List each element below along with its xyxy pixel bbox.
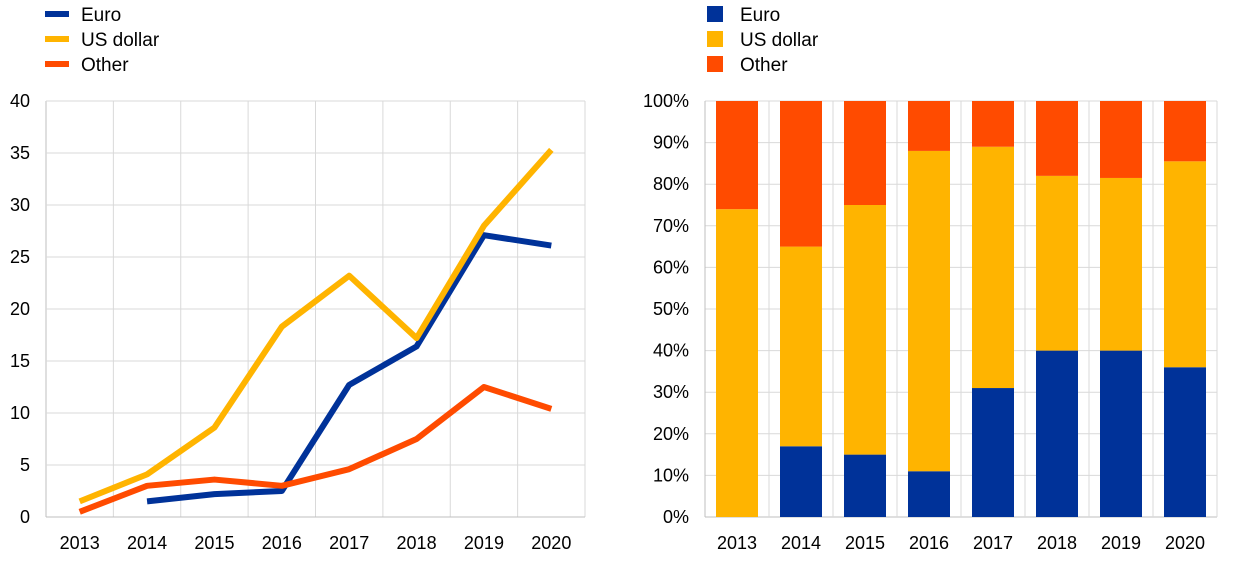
bar-us-dollar bbox=[908, 150, 950, 472]
bar-us-dollar bbox=[1100, 177, 1142, 351]
x-tick-label: 2018 bbox=[1037, 533, 1077, 553]
bar-euro bbox=[1164, 367, 1206, 517]
y-tick-label: 100% bbox=[643, 91, 689, 111]
bar-other bbox=[908, 101, 950, 151]
legend-label: Other bbox=[81, 55, 129, 76]
x-tick-label: 2015 bbox=[194, 533, 234, 553]
bar-other bbox=[972, 101, 1014, 147]
x-tick-label: 2019 bbox=[1101, 533, 1141, 553]
bar-other bbox=[844, 101, 886, 205]
legend-label: US dollar bbox=[81, 30, 160, 51]
bar-us-dollar bbox=[1036, 175, 1078, 351]
bar-us-dollar bbox=[972, 146, 1014, 389]
line-series-euro bbox=[146, 232, 552, 505]
x-tick-label: 2014 bbox=[781, 533, 821, 553]
bar-us-dollar bbox=[1164, 161, 1206, 368]
y-tick-label: 70% bbox=[653, 216, 689, 236]
y-tick-label: 25 bbox=[10, 247, 30, 267]
y-tick-label: 40 bbox=[10, 91, 30, 111]
x-tick-label: 2017 bbox=[329, 533, 369, 553]
line-series-other bbox=[78, 384, 553, 515]
x-tick-label: 2013 bbox=[717, 533, 757, 553]
bar-euro bbox=[844, 454, 886, 517]
bar-euro bbox=[780, 446, 822, 517]
bar-euro bbox=[1036, 350, 1078, 517]
line-series-us-dollar bbox=[78, 147, 554, 505]
legend-label: US dollar bbox=[740, 30, 819, 51]
x-tick-label: 2016 bbox=[262, 533, 302, 553]
x-tick-label: 2015 bbox=[845, 533, 885, 553]
legend-label: Euro bbox=[81, 5, 121, 26]
y-tick-label: 60% bbox=[653, 257, 689, 277]
y-tick-label: 10% bbox=[653, 465, 689, 485]
bar-other bbox=[1164, 101, 1206, 162]
x-tick-label: 2020 bbox=[531, 533, 571, 553]
legend-swatch-other bbox=[707, 56, 723, 72]
y-tick-label: 20 bbox=[10, 299, 30, 319]
x-tick-label: 2017 bbox=[973, 533, 1013, 553]
y-tick-label: 5 bbox=[20, 455, 30, 475]
y-tick-label: 35 bbox=[10, 143, 30, 163]
y-tick-label: 0% bbox=[663, 507, 689, 527]
bar-euro bbox=[908, 471, 950, 517]
x-tick-label: 2018 bbox=[397, 533, 437, 553]
bar-us-dollar bbox=[780, 246, 822, 447]
y-tick-label: 40% bbox=[653, 341, 689, 361]
y-tick-label: 80% bbox=[653, 174, 689, 194]
y-tick-label: 50% bbox=[653, 299, 689, 319]
legend-swatch-us-dollar bbox=[707, 31, 723, 47]
y-tick-label: 30 bbox=[10, 195, 30, 215]
y-tick-label: 15 bbox=[10, 351, 30, 371]
stacked-bar-chart: 0% 10% 20% 30% 40% 50% 60% 70% 80% 90% 100% 2013 201… bbox=[643, 5, 1218, 553]
x-tick-label: 2013 bbox=[60, 533, 100, 553]
bar-other bbox=[716, 101, 758, 210]
bar-euro bbox=[1100, 350, 1142, 517]
y-tick-label: 0 bbox=[20, 507, 30, 527]
y-tick-label: 30% bbox=[653, 382, 689, 402]
x-tick-label: 2016 bbox=[909, 533, 949, 553]
bar-us-dollar bbox=[844, 205, 886, 455]
bar-us-dollar bbox=[716, 209, 758, 517]
x-tick-label: 2020 bbox=[1165, 533, 1205, 553]
y-tick-label: 20% bbox=[653, 424, 689, 444]
x-tick-label: 2019 bbox=[464, 533, 504, 553]
legend-label: Other bbox=[740, 55, 788, 76]
y-tick-label: 10 bbox=[10, 403, 30, 423]
bar-other bbox=[1100, 101, 1142, 178]
legend-label: Euro bbox=[740, 5, 780, 26]
line-chart: 0 5 10 15 20 25 30 35 40 2013 2014 2015 2016 2017 2018… bbox=[10, 5, 586, 553]
y-tick-label: 90% bbox=[653, 133, 689, 153]
bar-other bbox=[780, 101, 822, 247]
bar-euro bbox=[972, 388, 1014, 517]
bar-other bbox=[1036, 101, 1078, 176]
legend-swatch-euro bbox=[707, 6, 723, 22]
x-tick-label: 2014 bbox=[127, 533, 167, 553]
